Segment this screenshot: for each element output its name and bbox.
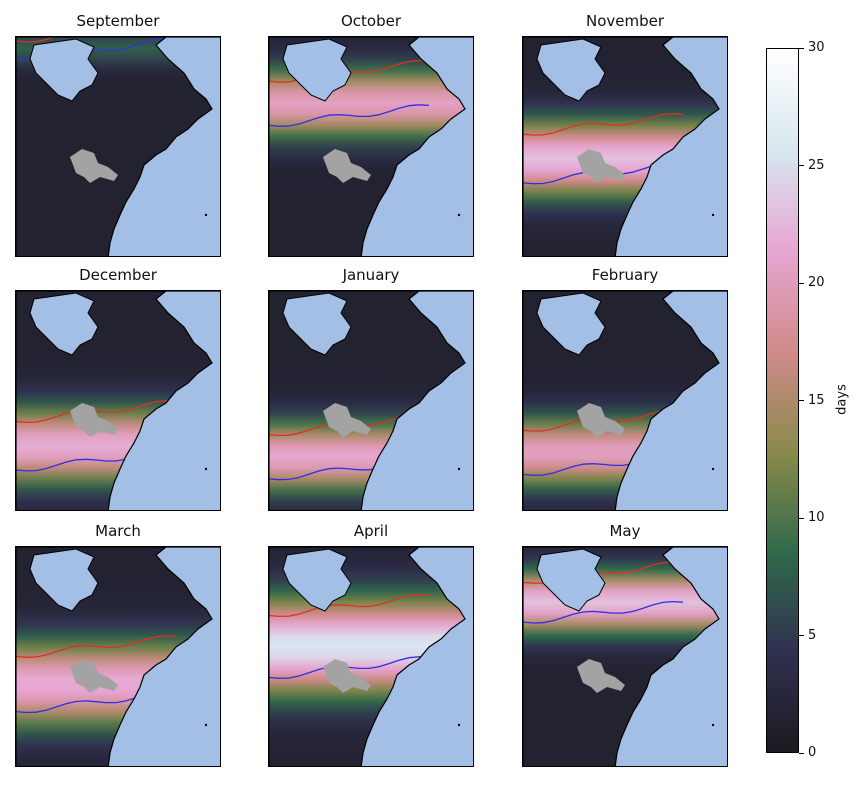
map-panel-september <box>15 36 221 257</box>
colorbar-tick-mark <box>799 400 804 401</box>
colorbar-tick-mark <box>799 517 804 519</box>
hudson-bay <box>29 548 99 612</box>
map-panel-november <box>522 36 728 257</box>
island-dot <box>204 467 208 471</box>
red-isoline <box>16 635 177 658</box>
coastline <box>523 37 727 256</box>
red-isoline <box>523 113 684 136</box>
colorbar-tick-mark <box>799 752 804 754</box>
great-lakes <box>577 659 625 693</box>
colorbar-tick-label: 30 <box>808 40 825 55</box>
heatmap-map <box>16 547 220 766</box>
colorbar-tick-label: 5 <box>808 627 817 643</box>
heatmap-map <box>269 37 473 256</box>
blue-isoline <box>269 104 430 127</box>
hudson-bay <box>29 292 99 356</box>
coastline <box>269 291 473 510</box>
colorbar-tick-label: 15 <box>808 392 825 408</box>
island-dot <box>711 723 715 727</box>
coastline <box>523 547 727 766</box>
panel-title: December <box>79 266 157 284</box>
hudson-bay <box>282 38 352 102</box>
panel-title: January <box>342 266 400 284</box>
map-panel-april <box>268 546 474 767</box>
great-lakes <box>70 659 118 693</box>
coastline <box>269 37 473 256</box>
panel-title: March <box>95 522 141 540</box>
hudson-bay <box>536 38 606 102</box>
panel-title: October <box>340 12 402 30</box>
panel-title: April <box>353 522 389 540</box>
heatmap-map <box>269 547 473 766</box>
colorbar-tick-label: 25 <box>808 157 825 173</box>
great-lakes <box>577 149 625 183</box>
map-panel-may <box>522 546 728 767</box>
panel-title: November <box>585 12 665 30</box>
heatmap-map <box>269 291 473 510</box>
red-isoline <box>269 594 430 618</box>
heatmap-map <box>523 37 727 256</box>
great-lakes <box>323 403 371 437</box>
island-dot <box>457 467 461 471</box>
island-dot <box>204 723 208 727</box>
colorbar-tick-mark <box>799 635 804 636</box>
map-panel-october <box>268 36 474 257</box>
heatmap-map <box>523 291 727 510</box>
map-panel-march <box>15 546 221 767</box>
colorbar-tick-mark <box>799 282 804 284</box>
blue-isoline <box>523 600 684 624</box>
coastline <box>523 291 727 510</box>
heatmap-map <box>523 547 727 766</box>
colorbar-tick-mark <box>799 165 804 166</box>
red-isoline <box>16 37 177 43</box>
colorbar-label: days <box>834 384 850 415</box>
great-lakes <box>323 149 371 183</box>
coastline <box>269 547 473 766</box>
great-lakes <box>70 403 118 437</box>
map-panel-december <box>15 290 221 511</box>
great-lakes <box>577 403 625 437</box>
red-isoline <box>16 400 177 423</box>
colorbar-tick-label: 20 <box>808 275 825 290</box>
colorbar-tick-label: 10 <box>808 510 825 525</box>
coastline <box>16 37 220 256</box>
coastline <box>16 291 220 510</box>
panel-title: May <box>609 522 641 540</box>
island-dot <box>457 723 461 727</box>
great-lakes <box>70 149 118 183</box>
island-dot <box>711 213 715 217</box>
colorbar-tick-label: 0 <box>808 745 817 760</box>
island-dot <box>204 213 208 217</box>
hudson-bay <box>536 548 606 612</box>
coastline <box>16 547 220 766</box>
hudson-bay <box>282 292 352 356</box>
heatmap-map <box>16 37 220 256</box>
blue-isoline <box>269 656 430 679</box>
heatmap-map <box>16 291 220 510</box>
great-lakes <box>323 659 371 693</box>
hudson-bay <box>29 38 99 102</box>
colorbar-tick-mark <box>799 47 804 49</box>
hudson-bay <box>282 548 352 612</box>
panel-title: September <box>76 12 160 30</box>
map-panel-february <box>522 290 728 511</box>
colorbar-gradient <box>766 48 799 753</box>
map-panel-january <box>268 290 474 511</box>
panel-title: February <box>591 266 659 284</box>
island-dot <box>711 467 715 471</box>
island-dot <box>457 213 461 217</box>
hudson-bay <box>536 292 606 356</box>
